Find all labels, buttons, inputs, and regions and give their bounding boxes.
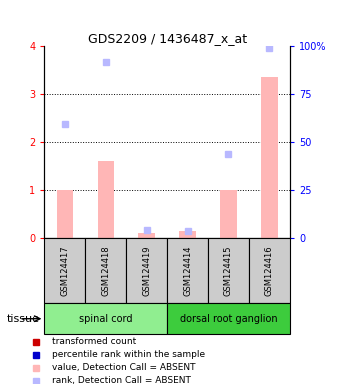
Bar bbox=[57, 190, 73, 238]
Text: tissue: tissue bbox=[7, 314, 40, 324]
Bar bbox=[167, 303, 290, 334]
Text: spinal cord: spinal cord bbox=[79, 314, 132, 324]
Text: GSM124417: GSM124417 bbox=[60, 245, 69, 296]
Text: rank, Detection Call = ABSENT: rank, Detection Call = ABSENT bbox=[52, 376, 191, 384]
Text: GSM124416: GSM124416 bbox=[265, 245, 274, 296]
Bar bbox=[126, 238, 167, 303]
Text: GSM124415: GSM124415 bbox=[224, 245, 233, 296]
Text: percentile rank within the sample: percentile rank within the sample bbox=[52, 350, 205, 359]
Bar bbox=[261, 77, 278, 238]
Text: value, Detection Call = ABSENT: value, Detection Call = ABSENT bbox=[52, 363, 195, 372]
Bar bbox=[85, 238, 126, 303]
Bar bbox=[249, 238, 290, 303]
Text: transformed count: transformed count bbox=[52, 337, 136, 346]
Bar bbox=[44, 303, 167, 334]
Bar bbox=[167, 238, 208, 303]
Text: GSM124418: GSM124418 bbox=[101, 245, 110, 296]
Text: GSM124419: GSM124419 bbox=[142, 245, 151, 296]
Title: GDS2209 / 1436487_x_at: GDS2209 / 1436487_x_at bbox=[88, 32, 247, 45]
Bar bbox=[138, 233, 155, 238]
Bar bbox=[208, 238, 249, 303]
Text: GSM124414: GSM124414 bbox=[183, 245, 192, 296]
Bar bbox=[98, 161, 114, 238]
Text: dorsal root ganglion: dorsal root ganglion bbox=[180, 314, 277, 324]
Bar bbox=[179, 231, 196, 238]
Bar bbox=[44, 238, 85, 303]
Bar bbox=[220, 190, 237, 238]
